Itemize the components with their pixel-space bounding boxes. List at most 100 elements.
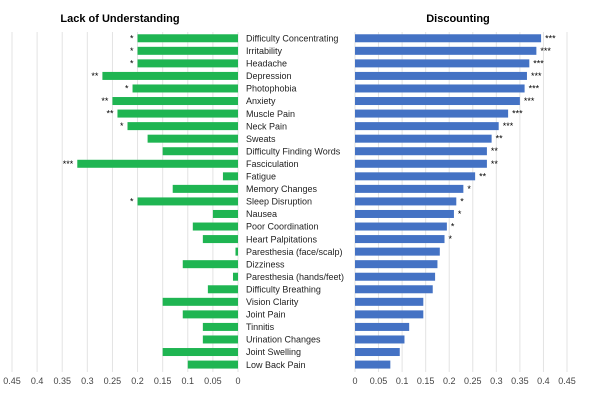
left-tick-label: 0.45 (3, 376, 21, 386)
left-significance-marker: * (130, 33, 134, 43)
right-bar (355, 71, 527, 80)
right-bar (355, 122, 499, 131)
category-label: Memory Changes (246, 184, 318, 194)
left-bar (137, 34, 238, 43)
category-label: Muscle Pain (246, 109, 295, 119)
left-axis-ticks: 0.45 0.4 0.35 0.3 0.25 0.2 0.15 0.1 0.05 0 (3, 376, 240, 386)
right-bar (355, 235, 445, 244)
category-label: Low Back Pain (246, 360, 306, 370)
category-label: Depression (246, 71, 292, 81)
category-label: Tinnitis (246, 322, 275, 332)
category-label: Neck Pain (246, 121, 287, 131)
left-tick-label: 0.25 (104, 376, 122, 386)
right-significance-marker: *** (531, 71, 542, 81)
left-tick-label: 0.2 (131, 376, 144, 386)
category-label: Difficulty Finding Words (246, 146, 341, 156)
left-bar (162, 297, 238, 306)
left-significance-marker: * (130, 46, 134, 56)
right-tick-label: 0.25 (464, 376, 482, 386)
left-bar (162, 147, 238, 156)
right-bar (355, 222, 447, 231)
right-significance-marker: *** (540, 46, 551, 56)
left-bar (77, 159, 239, 168)
right-chart-title: Discounting (426, 13, 490, 25)
right-significance-marker: *** (533, 58, 544, 68)
category-label: Joint Swelling (246, 347, 301, 357)
left-chart-title: Lack of Understanding (60, 13, 179, 25)
right-bar (355, 159, 487, 168)
left-bar (102, 71, 239, 80)
left-bar (207, 285, 238, 294)
left-significance-marker: * (130, 58, 134, 68)
left-bar (137, 46, 238, 55)
right-bars: ************************************* (355, 33, 556, 369)
right-tick-label: 0 (352, 376, 357, 386)
right-bar (355, 46, 537, 55)
left-tick-label: 0.35 (53, 376, 71, 386)
category-label: Anxiety (246, 96, 276, 106)
category-label: Poor Coordination (246, 222, 319, 232)
right-tick-label: 0.35 (511, 376, 529, 386)
right-bar (355, 322, 410, 331)
left-bar (132, 84, 238, 93)
left-bar (212, 209, 238, 218)
right-bar (355, 272, 436, 281)
left-significance-marker: * (120, 121, 124, 131)
left-bar (112, 97, 238, 106)
right-significance-marker: * (451, 222, 455, 232)
right-significance-marker: * (449, 234, 453, 244)
left-bar (117, 109, 238, 118)
right-significance-marker: * (460, 196, 464, 206)
right-tick-label: 0.4 (537, 376, 550, 386)
right-tick-label: 0.1 (396, 376, 409, 386)
left-tick-label: 0 (235, 376, 240, 386)
right-significance-marker: * (458, 209, 462, 219)
left-tick-label: 0.4 (31, 376, 44, 386)
category-labels: Difficulty Concentrating Irritability Head… (246, 33, 344, 369)
left-bar (182, 260, 238, 269)
right-bar (355, 34, 542, 43)
right-bar (355, 97, 520, 106)
right-bar (355, 310, 424, 319)
left-tick-label: 0.05 (204, 376, 222, 386)
left-tick-label: 0.1 (182, 376, 195, 386)
right-tick-label: 0.3 (490, 376, 503, 386)
category-label: Joint Pain (246, 310, 286, 320)
left-bar (127, 122, 238, 131)
left-bar (172, 184, 238, 193)
left-bar (202, 322, 238, 331)
left-bar (137, 197, 238, 206)
left-significance-marker: * (130, 196, 134, 206)
right-bar (355, 147, 487, 156)
left-significance-marker: ** (101, 96, 109, 106)
category-label: Fasciculation (246, 159, 299, 169)
right-bar (355, 260, 438, 269)
category-label: Vision Clarity (246, 297, 299, 307)
right-bar (355, 172, 476, 181)
category-label: Difficulty Breathing (246, 284, 321, 294)
left-tick-label: 0.3 (81, 376, 94, 386)
right-bar (355, 184, 464, 193)
category-label: Paresthesia (hands/feet) (246, 272, 344, 282)
category-label: Fatigue (246, 172, 276, 182)
left-significance-marker: * (125, 83, 129, 93)
left-bar (192, 222, 238, 231)
left-bar (222, 172, 238, 181)
right-bar (355, 197, 457, 206)
right-bar (355, 59, 530, 68)
left-bar (202, 235, 238, 244)
right-bar (355, 297, 424, 306)
right-bar (355, 348, 400, 357)
category-label: Sleep Disruption (246, 197, 312, 207)
right-significance-marker: *** (529, 83, 540, 93)
right-bar (355, 84, 525, 93)
right-significance-marker: *** (512, 109, 523, 119)
right-bar (355, 335, 405, 344)
right-tick-label: 0.2 (443, 376, 456, 386)
right-significance-marker: *** (503, 121, 514, 131)
category-label: Irritability (246, 46, 283, 56)
left-bar (232, 272, 238, 281)
left-bar (147, 134, 238, 143)
category-label: Sweats (246, 134, 276, 144)
